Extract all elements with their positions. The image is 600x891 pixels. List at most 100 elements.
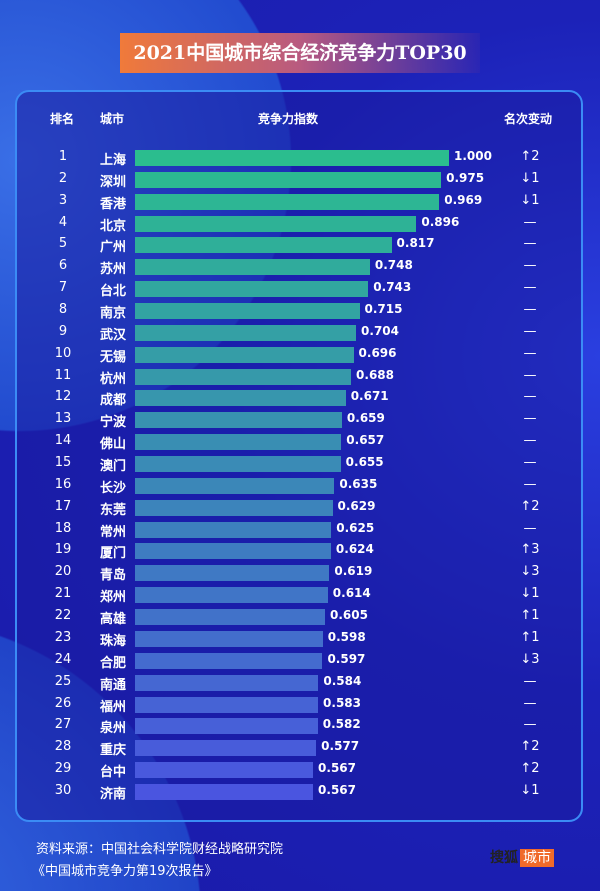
table-row: 4 北京 0.896 — [16,215,584,234]
bar [135,565,330,582]
city-label: 澳门 [100,459,127,475]
value-label: 0.715 [364,302,403,317]
value-label: 0.975 [446,170,485,185]
table-row: 30 济南 0.567 ↓1 [16,782,584,802]
rank-change: ↓1 [520,170,540,186]
city-label: 高雄 [100,612,127,628]
table-row: 18 常州 0.625 — [16,520,584,540]
rank-label: 24 [54,651,72,667]
rank-change: ↑2 [520,149,540,164]
bar [135,281,369,298]
table-row: 25 南通 0.584 — [16,673,584,693]
table-row: 9 武汉 0.704 — [16,323,584,343]
sohu-logo: 搜狐 城市 [490,847,554,867]
rank-label: 6 [58,258,68,274]
bar [135,434,342,451]
city-label: 厦门 [100,546,127,562]
table-row: 7 台北 0.743 — [16,280,584,300]
rank-change: ↑1 [520,629,540,645]
rank-change: ↑2 [520,739,540,755]
bar [135,521,332,538]
city-label: 宁波 [100,415,127,431]
bar [135,215,417,232]
rank-label: 25 [54,673,72,689]
city-label: 南京 [100,306,127,322]
table-row: 2 深圳 0.975 ↓1 [16,170,584,190]
logo-brand: 搜狐 [490,850,518,866]
rank-change: — [523,520,537,536]
city-label: 常州 [100,524,127,540]
rank-label: 27 [54,717,72,733]
city-label: 武汉 [100,327,127,343]
table-row: 19 厦门 0.624 ↑3 [16,542,584,562]
rank-change: — [523,411,537,427]
rank-change: — [523,258,537,274]
table-row: 17 东莞 0.629 ↑2 [16,498,584,518]
bar [135,237,392,254]
rank-change: ↓1 [520,192,540,208]
value-label: 0.969 [444,192,483,207]
bar [135,762,314,779]
rank-change: ↑1 [520,608,540,624]
city-label: 泉州 [100,721,127,737]
value-label: 0.704 [361,323,400,338]
source-line-1: 资料来源：中国社会科学院财经战略研究院 [36,842,284,857]
table-row: 28 重庆 0.577 ↑2 [16,739,584,759]
bar [135,171,442,188]
bar [135,324,357,341]
bar [135,718,318,735]
value-label: 0.635 [339,476,378,491]
value-label: 1.000 [454,149,492,163]
rank-label: 15 [54,455,72,471]
city-label: 台北 [100,284,127,300]
city-label: 南通 [100,677,127,693]
value-label: 0.748 [374,258,413,273]
value-label: 0.817 [396,236,435,251]
rank-label: 1 [58,149,68,164]
table-row: 10 无锡 0.696 — [16,345,584,365]
bar [135,303,360,320]
rank-change: — [523,673,537,689]
city-label: 深圳 [100,174,127,190]
rank-label: 22 [54,608,72,624]
rank-change: — [523,236,537,252]
rank-label: 17 [54,498,72,514]
city-label: 福州 [100,699,127,715]
rank-change: — [523,695,537,711]
rank-change: ↑2 [520,761,540,777]
value-label: 0.659 [346,411,385,426]
value-label: 0.605 [329,608,368,623]
bar [135,630,323,647]
value-label: 0.655 [345,455,384,470]
rank-change: — [523,280,537,296]
rank-label: 13 [54,411,72,427]
rank-change: ↑3 [520,542,540,558]
bar [135,499,333,516]
rank-change: — [523,455,537,471]
rank-label: 10 [54,345,72,361]
bar [135,652,323,669]
table-row: 1 上海 1.000 ↑2 [16,149,584,168]
city-label: 广州 [100,240,127,256]
table-row: 3 香港 0.969 ↓1 [16,192,584,212]
rank-label: 3 [58,192,68,208]
city-label: 无锡 [100,349,127,365]
rank-label: 9 [58,323,68,339]
rank-change: ↓1 [520,782,540,798]
table-row: 11 杭州 0.688 — [16,367,584,387]
table-row: 22 高雄 0.605 ↑1 [16,608,584,628]
city-label: 北京 [100,218,127,234]
value-label: 0.567 [318,761,356,776]
rank-label: 11 [54,367,72,383]
rank-label: 12 [54,389,72,405]
city-label: 重庆 [100,743,127,759]
rank-change: — [523,345,537,361]
header-city: 城市 [100,112,125,126]
table-row: 23 珠海 0.598 ↑1 [16,629,584,649]
rank-label: 18 [54,520,72,536]
city-label: 青岛 [100,568,127,584]
city-label: 长沙 [100,480,127,496]
city-label: 成都 [100,393,127,409]
rank-label: 5 [58,236,68,252]
bar [135,543,331,560]
